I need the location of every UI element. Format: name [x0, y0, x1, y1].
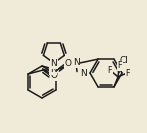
Text: Cl: Cl	[119, 56, 128, 65]
Text: N: N	[80, 68, 87, 78]
Text: F: F	[126, 69, 130, 78]
Text: N: N	[73, 58, 79, 67]
Text: O: O	[51, 72, 58, 80]
Text: O: O	[65, 59, 71, 68]
Text: F: F	[108, 66, 112, 75]
Text: N: N	[50, 59, 57, 68]
Text: F: F	[118, 61, 122, 70]
Text: N: N	[50, 65, 56, 74]
